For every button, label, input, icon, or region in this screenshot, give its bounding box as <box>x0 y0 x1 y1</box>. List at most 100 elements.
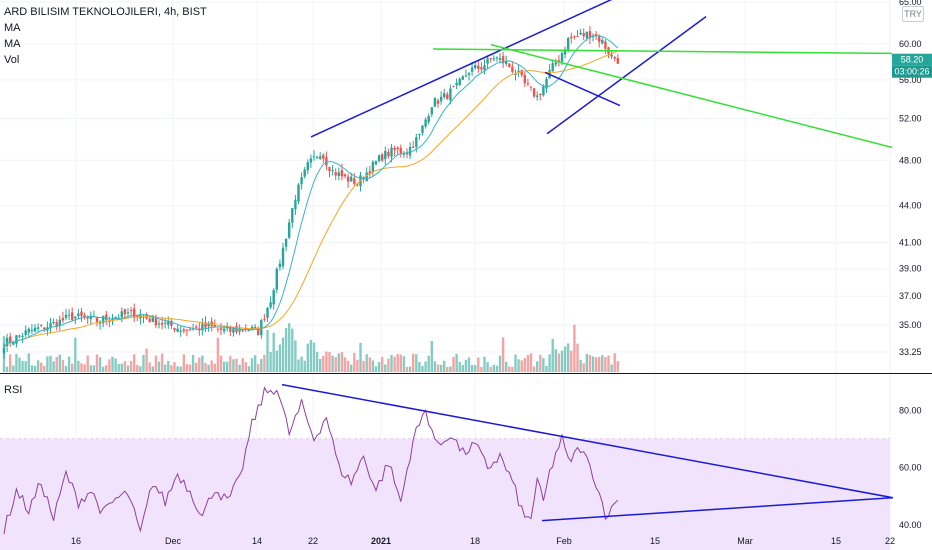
candle-body <box>281 247 285 267</box>
channel-lower-line <box>546 16 707 135</box>
candle-body <box>421 125 424 133</box>
candle-body <box>443 93 446 98</box>
candle-body <box>176 328 179 332</box>
candle-body <box>526 83 530 85</box>
volume-bar <box>545 365 548 372</box>
volume-bar <box>89 365 92 372</box>
candle-body <box>604 41 607 49</box>
volume-bar <box>464 359 468 372</box>
candle-body <box>483 65 486 71</box>
volume-bar <box>235 358 238 372</box>
volume-bar <box>520 360 523 372</box>
volume-bar <box>405 366 409 372</box>
volume-bar <box>257 364 260 372</box>
candle-body <box>377 155 381 162</box>
candle-body <box>492 58 495 60</box>
volume-bar <box>18 357 21 372</box>
legend-ma-2[interactable]: MA <box>4 38 21 50</box>
candle-body <box>170 320 173 326</box>
candle-body <box>501 56 505 64</box>
candle-body <box>439 96 443 102</box>
volume-bar <box>219 355 223 372</box>
rsi-axis-label: 80.00 <box>899 405 922 415</box>
candle-body <box>405 152 409 155</box>
volume-bar <box>145 348 148 372</box>
price-axis-label: 37.00 <box>899 291 922 301</box>
volume-bar <box>551 338 554 372</box>
volume-bar <box>331 355 334 372</box>
trendlines[interactable] <box>310 0 893 149</box>
volume-bar <box>408 366 412 372</box>
candle-body <box>365 172 368 182</box>
price-axis-label: 33.25 <box>899 347 922 357</box>
time-axis-label: 15 <box>650 536 660 546</box>
price-axis-label: 65.00 <box>899 0 922 7</box>
volume-bar <box>46 356 49 372</box>
currency-label[interactable]: TRY <box>902 6 924 22</box>
volume-bar <box>536 361 539 372</box>
price-axis-label: 44.00 <box>899 201 922 211</box>
rsi-trendlines[interactable] <box>281 383 894 522</box>
volume-bar <box>436 364 440 372</box>
candle-body <box>278 263 282 268</box>
volume-bar <box>164 364 167 372</box>
volume-bar <box>244 362 247 372</box>
candle-body <box>95 316 99 322</box>
candle-body <box>241 329 244 331</box>
volume-bar <box>542 358 545 372</box>
candle-body <box>312 156 316 158</box>
candle-body <box>415 137 418 148</box>
volume-bar <box>334 357 337 372</box>
candle-body <box>585 31 588 39</box>
volume-bar <box>241 358 244 372</box>
volume-bar <box>384 364 387 372</box>
legend-ma-1[interactable]: MA <box>4 22 21 34</box>
volume-bar <box>61 360 65 372</box>
volume-bar <box>415 354 418 372</box>
rsi-title[interactable]: RSI <box>4 384 23 396</box>
candle-body <box>570 36 573 39</box>
volume-bar <box>49 355 52 372</box>
volume-bar <box>111 356 114 372</box>
volume-bar <box>381 356 384 372</box>
volume-bar <box>449 366 452 372</box>
candle-body <box>371 161 375 172</box>
volume-bar <box>346 360 350 372</box>
candle-body <box>216 328 220 330</box>
volume-bar <box>446 366 449 372</box>
volume-bar <box>133 354 136 372</box>
candle-body <box>464 75 468 77</box>
candle-body <box>560 53 564 62</box>
volume-bar <box>21 361 24 372</box>
candle-body <box>594 34 598 36</box>
time-axis-label: 15 <box>831 536 841 546</box>
volume-bar <box>616 361 619 372</box>
volume-bar <box>353 353 356 372</box>
candle-body <box>350 176 353 182</box>
candle-body <box>337 172 340 176</box>
volume-bar <box>77 360 80 372</box>
volume-bar <box>95 354 99 372</box>
candle-body <box>244 328 247 330</box>
candle-body <box>433 98 437 107</box>
volume-bar <box>399 354 402 372</box>
volume-bar <box>359 342 362 372</box>
legend-vol[interactable]: Vol <box>4 54 20 66</box>
time-axis-label: 18 <box>470 536 480 546</box>
volume-bar <box>492 364 495 372</box>
volume-bar <box>461 364 464 372</box>
candle-body <box>474 65 477 69</box>
volume-bar <box>102 366 105 372</box>
volume-bar <box>554 349 557 372</box>
volume-bar <box>105 365 108 372</box>
volume-bar <box>613 353 616 372</box>
candle-body <box>167 321 170 325</box>
volume-bar <box>529 353 533 372</box>
candle-body <box>567 37 570 52</box>
candle-body <box>532 88 536 97</box>
candle-body <box>15 335 18 344</box>
volume-bar <box>579 359 582 372</box>
volume-bar <box>250 358 254 372</box>
candle-body <box>226 327 229 329</box>
